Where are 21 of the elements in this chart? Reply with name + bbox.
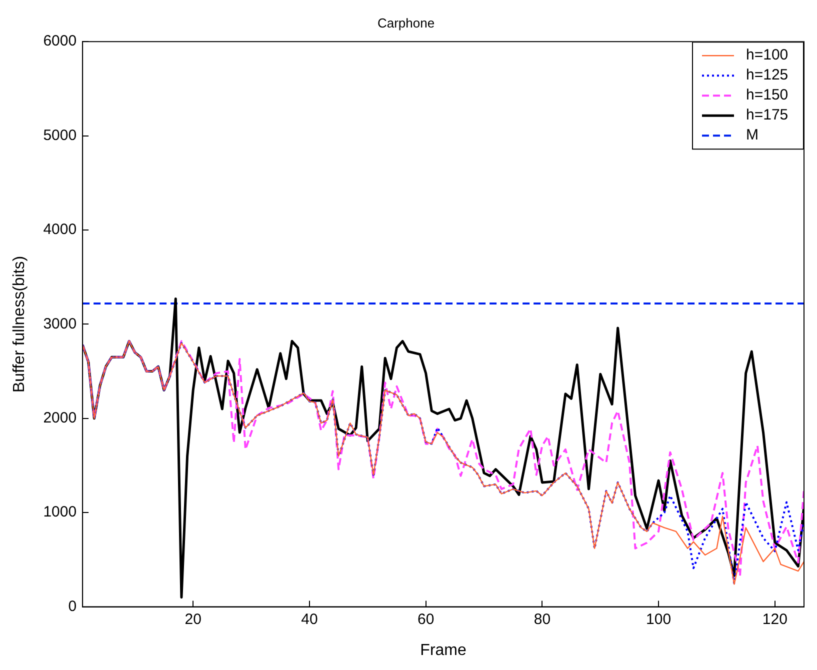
x-tick-label: 120 [762, 610, 788, 628]
y-tick-label: 1000 [43, 504, 77, 521]
legend-label: h=125 [746, 66, 788, 84]
x-tick-label: 100 [646, 610, 672, 628]
x-tick-label: 20 [184, 610, 202, 628]
x-tick-label: 40 [301, 610, 318, 628]
x-axis-title: Frame [420, 642, 466, 659]
y-tick-label: 3000 [43, 315, 77, 332]
y-tick-label: 0 [68, 598, 77, 615]
legend-label: h=175 [746, 106, 788, 124]
y-axis-title: Buffer fullness(bits) [11, 256, 28, 393]
legend-label: h=100 [746, 46, 788, 64]
x-tick-label: 80 [534, 610, 551, 628]
x-tick-label: 60 [417, 610, 434, 628]
legend-label: h=150 [746, 86, 788, 104]
y-tick-label: 2000 [43, 410, 77, 427]
y-tick-label: 5000 [43, 126, 77, 144]
chart-title: Carphone [377, 15, 435, 30]
legend-label: M [746, 126, 758, 144]
y-tick-label: 6000 [43, 32, 77, 50]
y-tick-label: 4000 [43, 221, 77, 238]
